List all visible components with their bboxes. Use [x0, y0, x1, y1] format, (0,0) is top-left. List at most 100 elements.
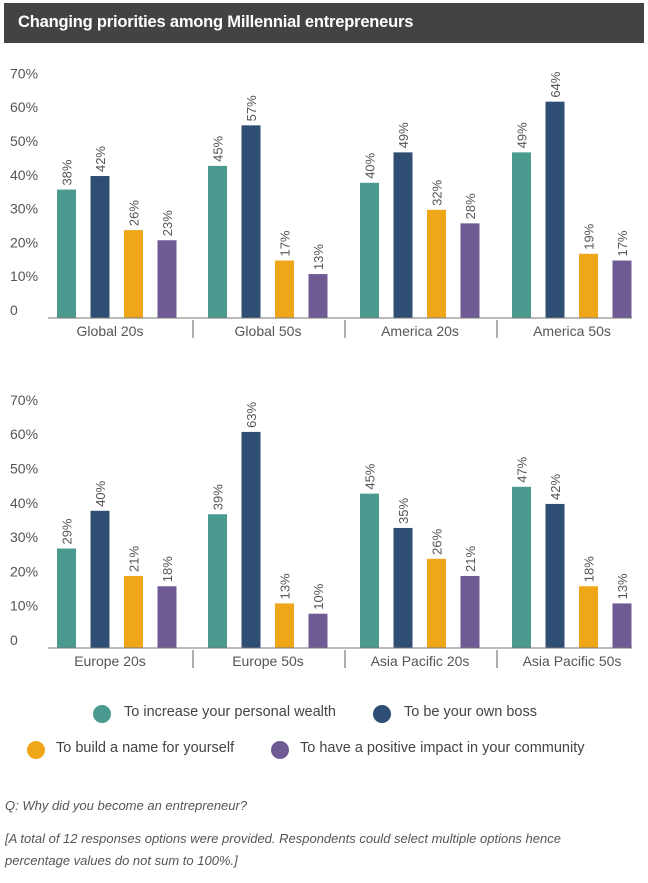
- bar: [57, 189, 76, 318]
- data-label: 45%: [211, 135, 226, 161]
- legend-marker-community: [271, 741, 289, 759]
- category-label: Asia Pacific 50s: [523, 653, 622, 669]
- bar: [90, 176, 110, 318]
- legend-marker-wealth: [93, 705, 111, 723]
- data-label: 23%: [160, 210, 175, 236]
- bar: [545, 101, 565, 319]
- y-tick-label: 50%: [10, 133, 38, 149]
- footnote-line-2: percentage values do not sum to 100%.]: [5, 853, 238, 868]
- legend-marker-name: [27, 741, 45, 759]
- bar: [393, 152, 413, 318]
- bar: [360, 493, 379, 648]
- y-tick-label: 10%: [10, 598, 38, 614]
- category-label: Asia Pacific 20s: [371, 653, 470, 669]
- data-label: 13%: [278, 573, 293, 599]
- y-tick-label: 10%: [10, 268, 38, 284]
- bar: [427, 558, 446, 648]
- category-label: Global 50s: [235, 323, 302, 339]
- data-label: 21%: [463, 546, 478, 572]
- chart-title: Changing priorities among Millennial ent…: [18, 13, 414, 31]
- data-label: 47%: [515, 456, 530, 482]
- y-tick-label: 40%: [10, 167, 38, 183]
- data-label: 40%: [363, 152, 378, 178]
- data-label: 35%: [396, 497, 411, 523]
- data-label: 21%: [127, 546, 142, 572]
- data-label: 17%: [615, 230, 630, 256]
- category-label: Europe 50s: [232, 653, 304, 669]
- data-label: 18%: [160, 556, 175, 582]
- y-tick-label: 20%: [10, 234, 38, 250]
- y-tick-label: 20%: [10, 563, 38, 579]
- bar: [124, 230, 143, 318]
- data-label: 32%: [430, 179, 445, 205]
- bar: [460, 223, 480, 318]
- bar: [512, 152, 531, 318]
- data-label: 57%: [244, 95, 259, 121]
- bar: [90, 510, 110, 648]
- bar: [612, 603, 632, 648]
- bar: [208, 514, 227, 648]
- bar: [460, 575, 480, 648]
- data-label: 42%: [93, 146, 108, 172]
- data-label: 13%: [615, 573, 630, 599]
- legend-label-name: To build a name for yourself: [56, 740, 235, 756]
- legend-label-community: To have a positive impact in your commun…: [300, 740, 585, 756]
- data-label: 13%: [311, 244, 326, 270]
- bar: [427, 209, 446, 318]
- y-tick-label: 70%: [10, 65, 38, 81]
- data-label: 45%: [363, 463, 378, 489]
- bar: [512, 486, 531, 648]
- footnote-line-1: [A total of 12 responses options were pr…: [5, 831, 561, 846]
- bar: [275, 603, 294, 648]
- data-label: 19%: [582, 223, 597, 249]
- data-label: 64%: [548, 71, 563, 97]
- y-tick-label: 0: [10, 302, 18, 318]
- bar: [579, 586, 598, 648]
- data-label: 26%: [127, 200, 142, 226]
- y-tick-label: 60%: [10, 99, 38, 115]
- bar: [308, 274, 328, 318]
- bar: [579, 253, 598, 318]
- bar: [308, 613, 328, 648]
- bar: [393, 527, 413, 648]
- legend-marker-own-boss: [373, 705, 391, 723]
- category-label: America 50s: [533, 323, 611, 339]
- data-label: 39%: [211, 484, 226, 510]
- data-label: 63%: [244, 401, 259, 427]
- y-tick-label: 30%: [10, 529, 38, 545]
- y-tick-label: 60%: [10, 426, 38, 442]
- bar: [157, 586, 177, 648]
- charts-canvas: 0 10% 20% 30% 40% 50% 60% 70% 38% 42% 26% 23% Global…: [10, 65, 632, 669]
- bar: [241, 431, 261, 648]
- category-label: America 20s: [381, 323, 459, 339]
- legend-label-wealth: To increase your personal wealth: [124, 704, 336, 720]
- data-label: 38%: [60, 159, 75, 185]
- bar: [57, 548, 76, 648]
- y-tick-label: 50%: [10, 461, 38, 477]
- question-text: Q: Why did you become an entrepreneur?: [5, 798, 248, 813]
- data-label: 49%: [396, 122, 411, 148]
- y-tick-label: 0: [10, 632, 18, 648]
- bar: [545, 503, 565, 648]
- category-label: Global 20s: [77, 323, 144, 339]
- data-label: 28%: [463, 193, 478, 219]
- category-label: Europe 20s: [74, 653, 146, 669]
- bar: [157, 240, 177, 318]
- y-tick-label: 70%: [10, 392, 38, 408]
- y-tick-label: 40%: [10, 495, 38, 511]
- data-label: 49%: [515, 122, 530, 148]
- bar: [612, 260, 632, 318]
- bar: [241, 125, 261, 318]
- data-label: 29%: [60, 518, 75, 544]
- data-label: 18%: [582, 556, 597, 582]
- data-label: 26%: [430, 528, 445, 554]
- y-tick-label: 30%: [10, 201, 38, 217]
- bar: [275, 260, 294, 318]
- bar: [360, 182, 379, 318]
- data-label: 10%: [311, 583, 326, 609]
- data-label: 42%: [548, 473, 563, 499]
- legend-label-own-boss: To be your own boss: [404, 704, 537, 720]
- data-label: 17%: [278, 230, 293, 256]
- title-bar: Changing priorities among Millennial ent…: [4, 3, 644, 43]
- bar: [124, 575, 143, 648]
